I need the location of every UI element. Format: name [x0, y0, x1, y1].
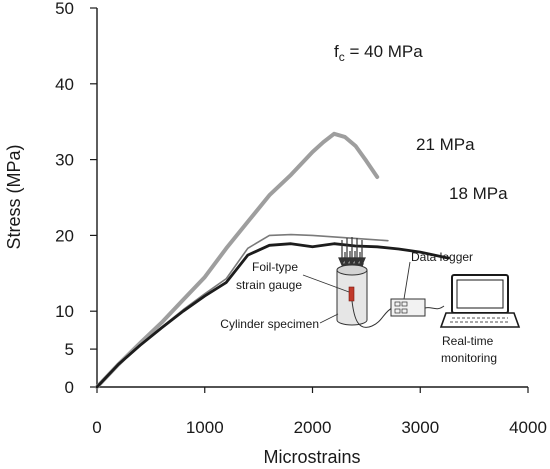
- x-tick-label: 1000: [186, 418, 224, 437]
- y-tick-label: 40: [55, 75, 74, 94]
- series-line-2: [95, 242, 450, 389]
- gauge-leader-line: [302, 274, 350, 293]
- test-setup-inset: Foil-type strain gauge Cylinder specimen…: [220, 237, 521, 365]
- gauge-wire: [351, 300, 393, 328]
- logger-label: Data logger: [411, 250, 473, 264]
- y-tick-label: 0: [65, 378, 74, 397]
- x-tick-label: 4000: [509, 418, 547, 437]
- monitor-label-line2: monitoring: [441, 351, 497, 365]
- specimen-leader-line: [319, 313, 339, 324]
- series-label-40mpa-sub: c: [339, 50, 345, 64]
- y-tick-label: 10: [55, 302, 74, 321]
- y-tick-label: 30: [55, 151, 74, 170]
- data-logger-icon: [390, 298, 426, 317]
- x-tick-label: 3000: [401, 418, 439, 437]
- logger-wire: [424, 305, 445, 310]
- y-axis-title: Stress (MPa): [4, 144, 24, 249]
- y-tick-label: 5: [65, 340, 74, 359]
- cylinder-specimen-icon: [336, 264, 368, 326]
- axis-ticks: 0 1000 2000 3000 4000 0 5 10 20 30 40 50: [55, 0, 547, 437]
- series-label-40mpa: fc = 40 MPa: [334, 42, 423, 64]
- x-tick-label: 0: [92, 418, 101, 437]
- logger-leader-line: [403, 261, 411, 300]
- strain-gauge-icon: [348, 286, 355, 302]
- series-layer: [95, 131, 450, 389]
- gauge-label-line2: strain gauge: [236, 278, 302, 292]
- y-tick-label: 50: [55, 0, 74, 18]
- y-tick-label: 20: [55, 226, 74, 245]
- gauge-label-line1: Foil-type: [252, 260, 298, 274]
- laptop-icon: [439, 274, 521, 328]
- series-line-0: [95, 131, 380, 389]
- x-axis-title: Microstrains: [263, 447, 360, 467]
- series-label-18mpa: 18 MPa: [449, 184, 508, 203]
- monitor-label-line1: Real-time: [442, 334, 494, 348]
- x-tick-label: 2000: [294, 418, 332, 437]
- specimen-label: Cylinder specimen: [220, 317, 319, 331]
- series-label-21mpa: 21 MPa: [416, 135, 475, 154]
